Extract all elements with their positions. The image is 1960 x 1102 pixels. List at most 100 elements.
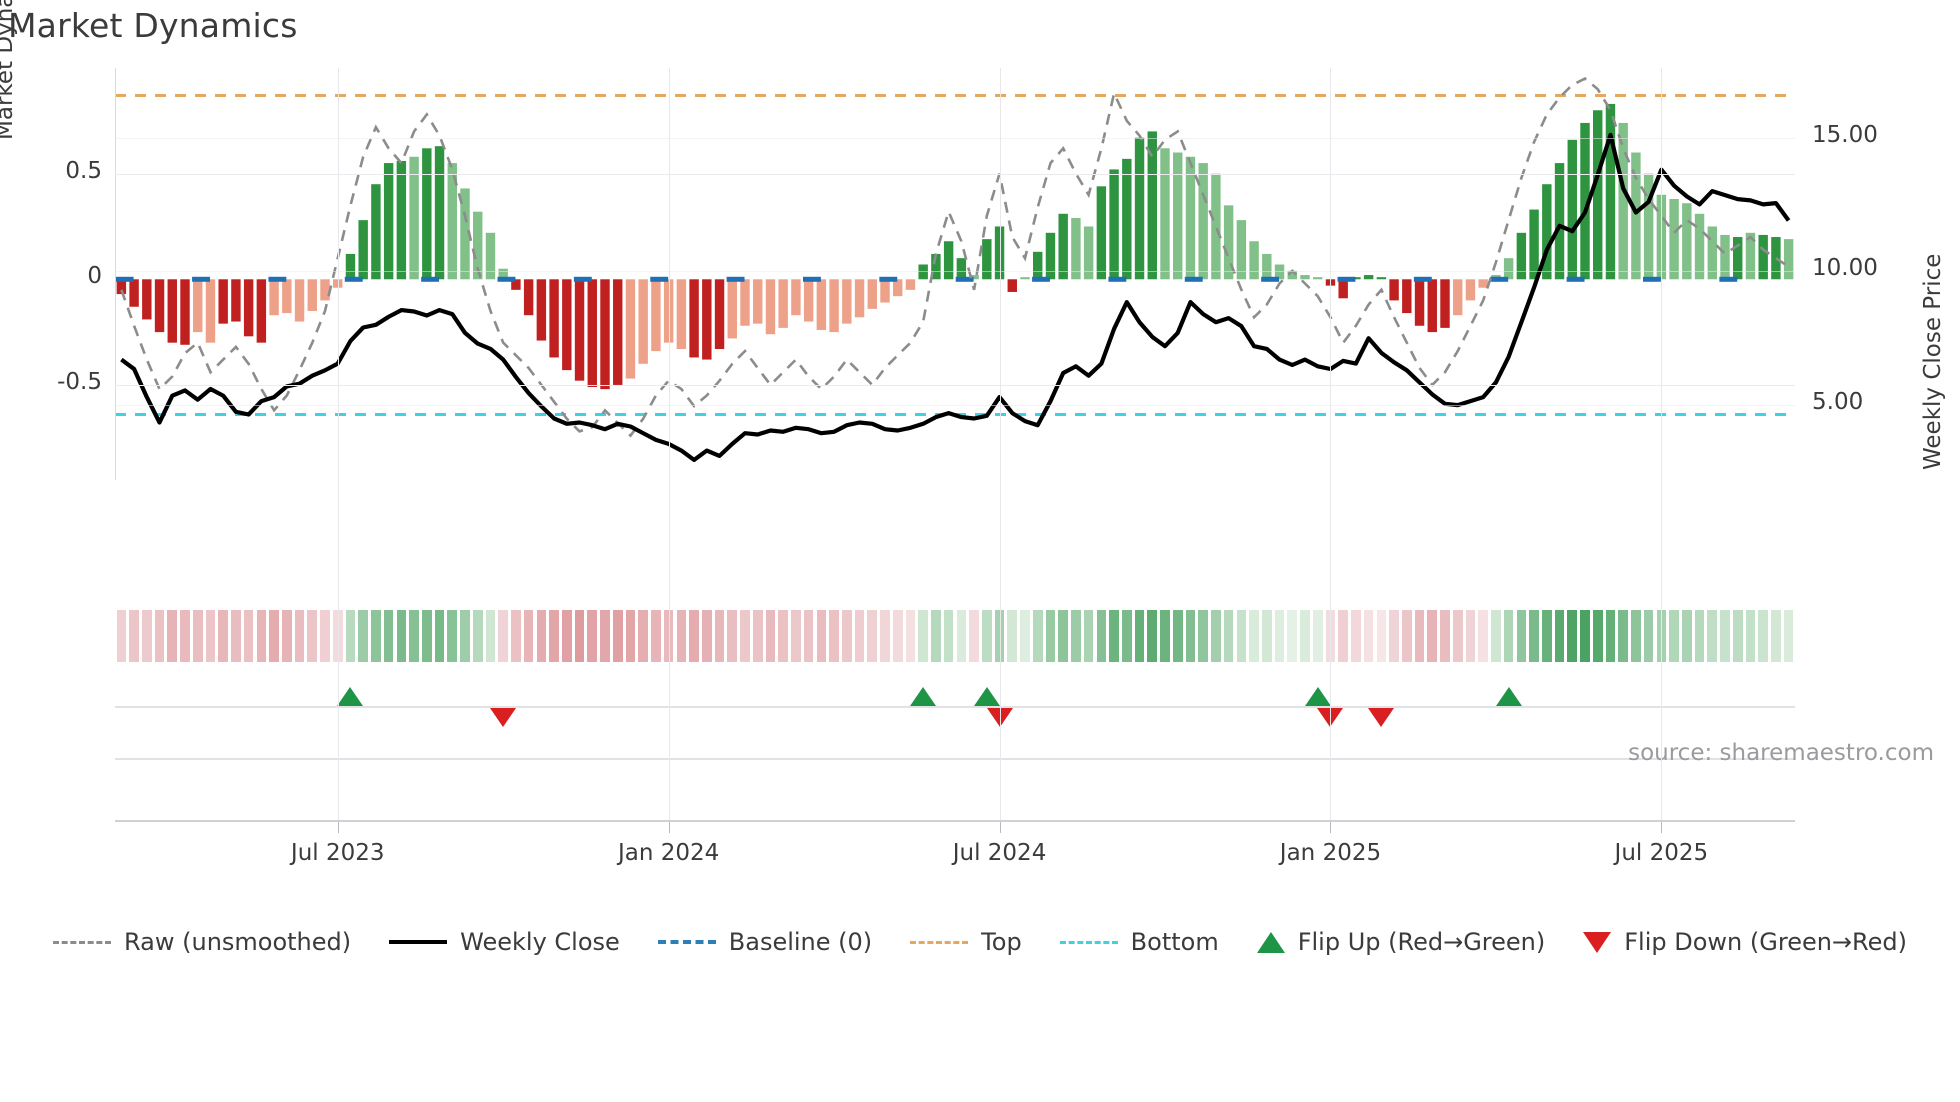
heatmap-cell: [714, 610, 725, 662]
heatmap-cell: [511, 610, 521, 662]
dynamics-bar: [511, 279, 521, 290]
heatmap-cell: [1783, 610, 1794, 662]
heatmap-cell: [1198, 610, 1209, 662]
dynamics-bar: [753, 279, 763, 324]
y-axis-left-tick: 0.5: [65, 157, 102, 184]
dynamics-bar: [1503, 258, 1514, 280]
heatmap-cell: [1440, 610, 1450, 662]
dynamics-bar: [1185, 156, 1196, 280]
y-axis-right-label: Weekly Close Price: [1920, 253, 1946, 470]
heatmap-cell: [612, 610, 623, 662]
dynamics-bar: [129, 279, 139, 307]
dynamics-bar: [956, 258, 967, 280]
dynamics-bar: [193, 279, 203, 333]
heatmap-cell: [1656, 610, 1667, 662]
plot-canvas: [115, 77, 1795, 462]
dynamics-bar: [167, 279, 177, 343]
baseline-tick: [1108, 276, 1127, 282]
dynamics-bar: [931, 253, 941, 280]
dynamics-bar: [1427, 279, 1437, 333]
heatmap-cell: [1121, 610, 1132, 662]
y-axis-left-tick: -0.5: [57, 368, 102, 395]
dynamics-bar: [587, 279, 597, 388]
dynamics-bar: [625, 279, 636, 379]
dynamics-bar: [982, 239, 992, 280]
dynamics-bar: [1351, 277, 1361, 280]
heatmap-cell: [574, 610, 585, 662]
dynamics-bar: [638, 279, 648, 364]
legend-item[interactable]: Flip Up (Red→Green): [1256, 928, 1545, 956]
heatmap-cell: [1236, 610, 1247, 662]
heatmap-cell: [561, 610, 572, 662]
heatmap-cell: [1325, 610, 1336, 662]
heatmap-cell: [1541, 610, 1552, 662]
cyan-dashed-line-icon: [1059, 940, 1118, 944]
heatmap-cell: [651, 610, 661, 662]
legend-item[interactable]: Weekly Close: [389, 928, 620, 956]
legend-item[interactable]: Bottom: [1059, 928, 1219, 956]
dynamics-bar: [1567, 139, 1577, 280]
baseline-tick: [573, 276, 592, 282]
baseline-tick: [879, 276, 898, 282]
heatmap-cell: [460, 610, 470, 662]
heatmap-cell: [1771, 610, 1781, 662]
dynamics-bar: [231, 279, 241, 322]
dynamics-bar: [1389, 279, 1399, 301]
baseline-tick: [955, 276, 974, 282]
heatmap-cell: [1020, 610, 1030, 662]
legend-item[interactable]: Flip Down (Green→Red): [1583, 928, 1907, 956]
dynamics-bar: [943, 241, 954, 280]
gridline: [115, 384, 1795, 386]
baseline-tick: [1032, 276, 1050, 282]
x-axis-tick: [1330, 822, 1332, 833]
dynamics-bar: [676, 279, 687, 350]
dynamics-bar: [434, 146, 445, 280]
dynamics-bar: [1173, 152, 1183, 280]
dynamics-bar: [651, 279, 661, 352]
legend-item[interactable]: Top: [910, 928, 1022, 956]
legend-label: Flip Down (Green→Red): [1624, 928, 1907, 956]
heatmap-cell: [918, 610, 929, 662]
x-gridline: [668, 68, 670, 820]
heatmap-cell: [1134, 610, 1145, 662]
baseline-tick: [1490, 276, 1509, 282]
baseline-tick: [726, 276, 745, 282]
baseline-tick: [1413, 276, 1432, 282]
heatmap-cell: [1185, 610, 1196, 662]
dynamics-bar: [447, 163, 457, 280]
x-axis-tick-label: Jan 2024: [617, 840, 720, 866]
dynamics-bar: [345, 253, 356, 280]
heatmap-cell: [345, 610, 356, 662]
legend-item[interactable]: Baseline (0): [657, 928, 872, 956]
flip-up-marker: [973, 687, 1000, 706]
dynamics-bar: [358, 220, 368, 280]
legend-item[interactable]: Raw (unsmoothed): [53, 928, 351, 956]
x-axis-tick: [668, 822, 670, 833]
heatmap-cell: [943, 610, 954, 662]
heatmap-cell: [1503, 610, 1514, 662]
heatmap-cell: [1058, 610, 1069, 662]
x-axis-tick: [999, 822, 1001, 833]
heatmap-cell: [141, 610, 152, 662]
heatmap-cell: [727, 610, 738, 662]
dynamics-bar: [256, 279, 267, 343]
dynamics-bar: [409, 156, 419, 280]
dynamics-bar: [422, 148, 432, 280]
heatmap-cell: [892, 610, 903, 662]
dynamics-bar: [778, 279, 788, 328]
heatmap-cell: [931, 610, 941, 662]
dynamics-bar: [1402, 279, 1412, 314]
heatmap-cell: [154, 610, 165, 662]
heatmap-cell: [1211, 610, 1221, 662]
dynamics-bar: [1516, 232, 1527, 280]
dynamics-bar: [1758, 234, 1768, 280]
heatmap-cell: [1300, 610, 1310, 662]
heatmap-cell: [294, 610, 305, 662]
dynamics-bar: [1694, 213, 1705, 280]
x-axis-tick-label: Jul 2023: [290, 840, 385, 866]
heatmap-cell: [969, 610, 979, 662]
heatmap-cell: [841, 610, 852, 662]
dynamics-bar: [243, 279, 254, 337]
x-axis-tick: [337, 822, 339, 833]
